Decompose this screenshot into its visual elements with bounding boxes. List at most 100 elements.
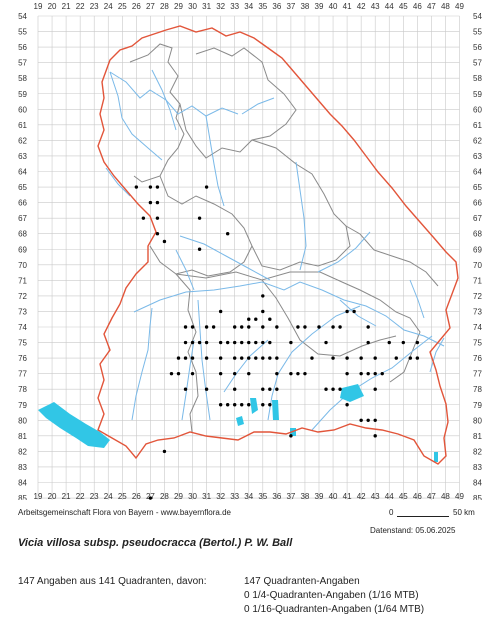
y-tick-label: 73 — [18, 307, 27, 316]
occurrence-dot — [233, 371, 237, 376]
y-tick-label: 70 — [18, 261, 27, 270]
x-tick-label: 23 — [90, 492, 99, 500]
occurrence-dot — [415, 356, 420, 360]
region-boundary-lower-franconia — [129, 43, 185, 183]
river-amper — [223, 339, 269, 393]
occurrence-dot — [211, 325, 216, 329]
river-inn — [311, 335, 433, 431]
x-tick-label: 31 — [202, 492, 211, 500]
occurrence-dot — [190, 356, 195, 360]
x-tick-label: 29 — [174, 2, 183, 11]
occurrence-dot — [415, 340, 420, 345]
river-regnitz — [205, 115, 225, 207]
y-tick-label: 55 — [473, 28, 482, 37]
occurrence-dot — [261, 403, 265, 407]
distribution-map: 19 20 21 22 23 24 25 26 27 28 29 30 31 32 33 34 35 36 37 38… — [18, 2, 482, 500]
occurrence-dot — [345, 371, 349, 376]
y-tick-label: 68 — [18, 230, 27, 239]
bavaria-state-border — [97, 25, 459, 465]
occurrence-dot — [240, 325, 244, 329]
y-tick-label: 84 — [473, 479, 482, 488]
x-tick-label: 42 — [357, 2, 366, 11]
y-tick-label: 72 — [18, 292, 27, 301]
x-tick-label: 33 — [230, 2, 239, 11]
x-axis-bottom: 19 20 21 22 23 24 25 26 27 28 29 30 31 32 33 34 35 36 37 38… — [34, 492, 465, 500]
occurrence-dot — [204, 356, 209, 360]
occurrence-dot — [162, 239, 167, 244]
y-tick-label: 72 — [473, 292, 482, 301]
occurrence-dot — [268, 317, 272, 321]
river-weisser-main — [241, 97, 275, 115]
y-tick-label: 82 — [473, 447, 482, 456]
y-tick-label: 85 — [473, 494, 482, 500]
y-tick-label: 66 — [473, 199, 482, 208]
occurrence-dot — [155, 232, 160, 236]
stats-quadrant: 147 Quadranten-Angaben — [244, 576, 360, 587]
y-tick-label: 64 — [18, 168, 27, 177]
y-tick-label: 78 — [18, 385, 27, 394]
x-tick-label: 21 — [62, 492, 71, 500]
y-tick-label: 58 — [473, 74, 482, 83]
occurrence-dot — [331, 325, 335, 329]
occurrence-dot — [296, 371, 300, 376]
occurrence-dot — [289, 340, 293, 345]
y-tick-label: 74 — [18, 323, 27, 332]
river-lech — [197, 299, 211, 421]
river-danube — [133, 281, 445, 347]
y-tick-label: 81 — [473, 432, 482, 441]
occurrence-dot — [176, 371, 181, 376]
y-tick-label: 71 — [18, 276, 27, 285]
occurrence-dot — [268, 403, 272, 407]
occurrence-dot — [197, 247, 202, 251]
x-tick-label: 46 — [413, 492, 422, 500]
y-tick-label: 75 — [18, 339, 27, 348]
y-tick-label: 73 — [473, 307, 482, 316]
river-tauber — [105, 167, 131, 197]
x-tick-label: 45 — [399, 492, 408, 500]
occurrence-dot — [345, 309, 349, 314]
occurrence-dot — [261, 294, 265, 298]
occurrence-dot — [373, 387, 377, 391]
x-tick-label: 19 — [34, 2, 43, 11]
occurrence-dot — [240, 340, 244, 345]
x-tick-label: 28 — [160, 2, 169, 11]
occurrence-dot — [225, 340, 230, 345]
y-tick-label: 60 — [473, 105, 482, 114]
y-tick-label: 77 — [18, 370, 27, 379]
occurrence-dot — [373, 356, 377, 360]
y-tick-label: 61 — [473, 121, 482, 130]
scale-zero: 0 — [389, 508, 394, 517]
river-saale — [151, 69, 177, 131]
occurrence-dot — [169, 371, 174, 376]
occurrence-dot — [373, 434, 377, 438]
x-tick-label: 45 — [399, 2, 408, 11]
y-tick-label: 65 — [18, 183, 27, 192]
x-tick-label: 44 — [385, 2, 394, 11]
occurrence-dot — [296, 325, 300, 329]
occurrence-dot — [380, 371, 384, 376]
y-tick-label: 66 — [18, 199, 27, 208]
occurrence-dot — [247, 325, 251, 329]
y-tick-label: 54 — [473, 12, 482, 21]
lakes — [38, 384, 438, 462]
x-tick-label: 27 — [146, 2, 155, 11]
occurrence-dot — [261, 387, 265, 391]
y-tick-label: 77 — [473, 370, 482, 379]
stats-quarter: 0 1/4-Quadranten-Angaben (1/16 MTB) — [244, 590, 419, 601]
scale-bar — [397, 516, 449, 517]
x-tick-label: 39 — [315, 2, 324, 11]
occurrence-dot — [233, 356, 237, 360]
map-grid — [37, 15, 460, 500]
y-tick-label: 55 — [18, 28, 27, 37]
occurrence-dot — [233, 403, 237, 407]
x-tick-label: 35 — [258, 2, 267, 11]
occurrence-dot — [148, 200, 153, 205]
occurrence-dot — [408, 356, 413, 360]
occurrence-dots — [134, 185, 420, 500]
occurrence-dot — [352, 309, 356, 314]
x-tick-label: 49 — [455, 492, 464, 500]
occurrence-dot — [225, 232, 230, 236]
x-tick-label: 22 — [76, 492, 85, 500]
y-tick-label: 79 — [473, 401, 482, 410]
occurrence-dot — [218, 356, 223, 360]
